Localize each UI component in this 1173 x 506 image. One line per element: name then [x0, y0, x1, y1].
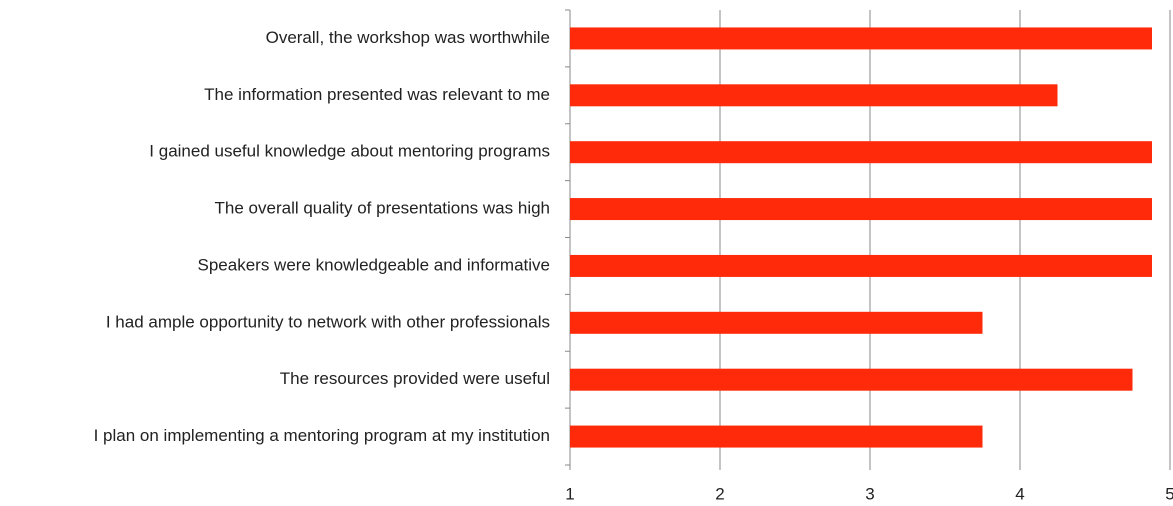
y-tick-label: The resources provided were useful [280, 369, 550, 388]
bar [570, 311, 983, 334]
x-tick-label: 4 [1015, 484, 1024, 503]
bar [570, 27, 1152, 50]
x-tick-label: 3 [865, 484, 874, 503]
y-tick-label: The information presented was relevant t… [204, 85, 550, 104]
bar [570, 198, 1152, 221]
bar [570, 368, 1133, 391]
y-tick-label: I plan on implementing a mentoring progr… [94, 426, 550, 445]
x-tick-label: 5 [1165, 484, 1173, 503]
y-tick-label: Speakers were knowledgeable and informat… [198, 255, 550, 274]
y-tick-label: The overall quality of presentations was… [215, 199, 550, 218]
bar [570, 141, 1152, 164]
bar [570, 84, 1058, 107]
y-tick-label: Overall, the workshop was worthwhile [266, 28, 550, 47]
bar [570, 425, 983, 448]
bar [570, 254, 1152, 277]
x-tick-label: 2 [715, 484, 724, 503]
y-tick-label: I had ample opportunity to network with … [106, 312, 550, 331]
x-tick-label: 1 [565, 484, 574, 503]
y-tick-label: I gained useful knowledge about mentorin… [149, 142, 550, 161]
